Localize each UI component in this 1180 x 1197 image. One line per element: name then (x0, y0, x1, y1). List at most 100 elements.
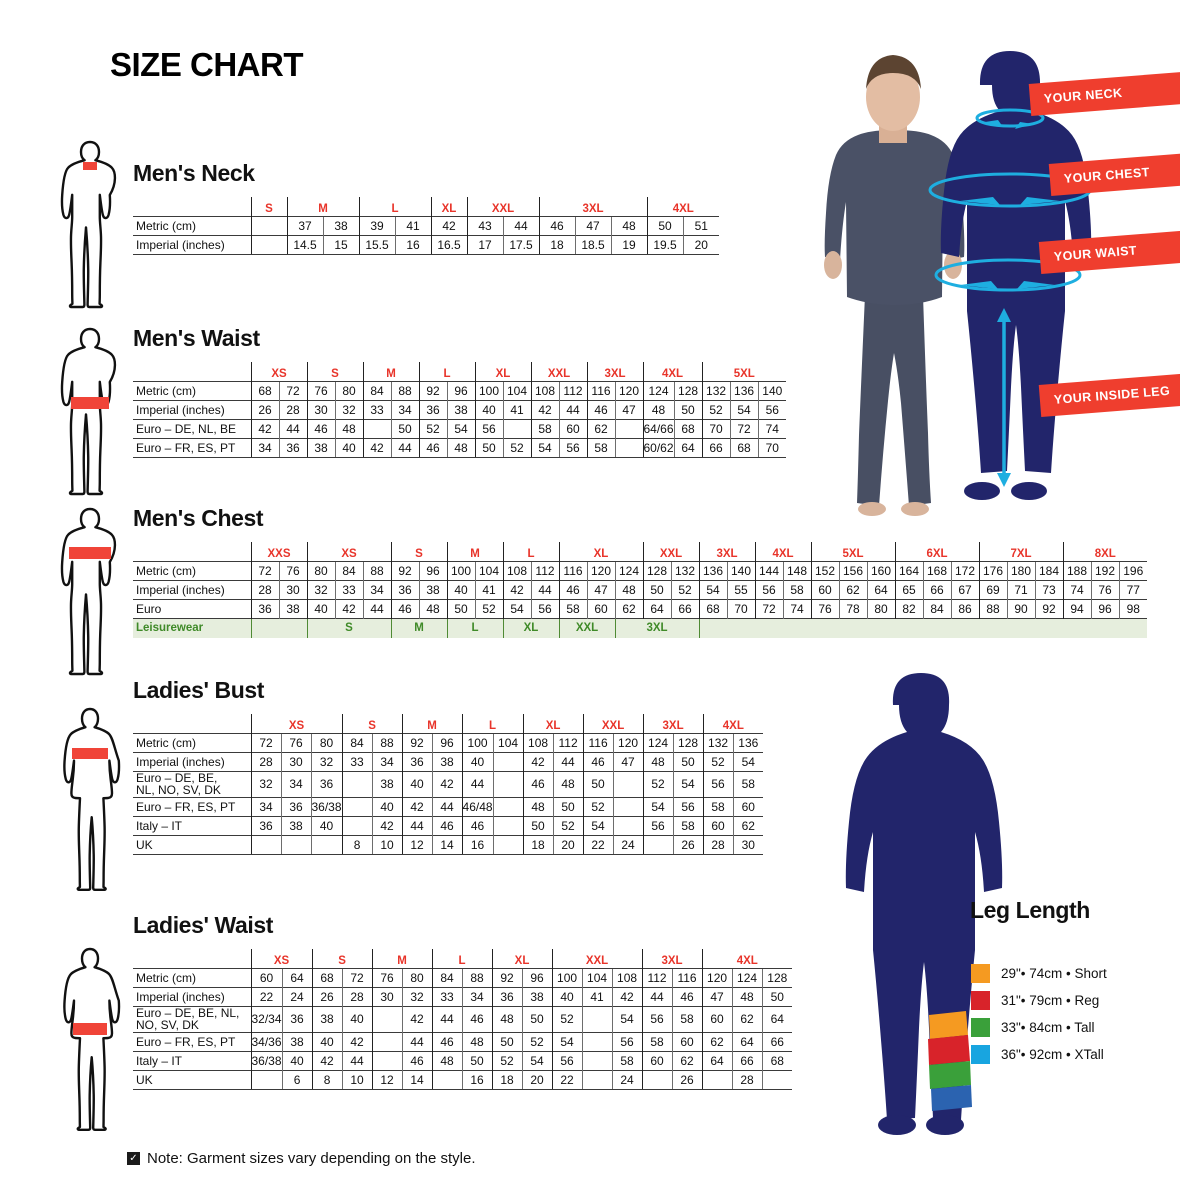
table-cell: 34 (371, 751, 403, 771)
table-cell: 47 (614, 399, 643, 419)
table-cell: 104 (474, 560, 503, 580)
table-cell: 128 (673, 380, 703, 400)
table-cell: 68 (673, 418, 703, 438)
size-table-mens-waist: XS S M L XL XXL 3XL 4XL 5XL Metric (cm) 68 72 76 80 84… (133, 362, 787, 458)
leisurewear-cell (698, 617, 1147, 638)
table-cell: 40 (371, 796, 403, 817)
table-cell: 38 (521, 986, 553, 1006)
table-cell (612, 770, 644, 798)
size-header-s: S (250, 197, 287, 216)
legend-swatch (971, 1045, 990, 1064)
table-cell: 56 (551, 1050, 583, 1071)
table-cell: 42 (502, 579, 531, 599)
size-header-l: L (418, 362, 475, 381)
legend-swatch (971, 991, 990, 1010)
table-cell: 44 (278, 418, 307, 438)
size-header-xs: XS (250, 714, 343, 733)
section-title-ladies-waist: Ladies' Waist (133, 912, 274, 938)
table-cell: 42 (371, 815, 403, 836)
table-cell: 164 (894, 560, 923, 580)
table-cell: 44 (552, 751, 584, 771)
table-cell: 44 (558, 399, 587, 419)
table-cell: 42 (334, 598, 363, 618)
size-table-ladies-waist: XS S M L XL XXL 3XL 4XL Metric (cm) 60 64 68 72 76 80 8… (133, 949, 793, 1090)
table-cell: 56 (672, 796, 704, 817)
table-cell: 68 (761, 1050, 793, 1071)
size-header-xxl: XXL (582, 714, 644, 733)
table-cell: 60 (701, 1005, 733, 1033)
table-cell (310, 834, 343, 855)
table-cell (581, 1005, 613, 1033)
table-cell: 34 (250, 437, 279, 458)
table-cell: 136 (729, 380, 759, 400)
size-header-l: L (431, 949, 493, 968)
table-cell: 33 (431, 986, 463, 1006)
table-cell: 50 (461, 1050, 493, 1071)
table-cell: 70 (726, 598, 755, 618)
row-label: Euro – DE, BE, NL, NO, SV, DK (133, 770, 251, 798)
row-label: Metric (cm) (133, 380, 251, 400)
table-cell: 47 (701, 986, 733, 1006)
table-cell: 52 (502, 437, 531, 458)
table-row: Metric (cm) 37 38 39 41 42 43 44 46 47 48 50 51 (133, 215, 719, 235)
table-cell: 77 (1118, 579, 1147, 599)
leisurewear-cell: XL (502, 617, 559, 638)
table-cell: 112 (558, 380, 587, 400)
table-cell: 132 (670, 560, 699, 580)
table-cell: 42 (611, 986, 643, 1006)
size-header-3xl: 3XL (586, 362, 643, 381)
table-cell: 52 (491, 1050, 523, 1071)
size-header-row: XS S M L XL XXL 3XL 4XL 5XL (133, 362, 787, 381)
table-row: UK 8 10 12 14 16 18 20 22 24 26 28 30 (133, 834, 764, 855)
table-cell: 42 (341, 1031, 373, 1052)
table-cell: 48 (614, 579, 643, 599)
table-cell: 56 (530, 598, 559, 618)
table-cell: 100 (446, 560, 475, 580)
table-row: Italy – IT 36 38 40 42 44 46 46 50 52 54 56 58 60 62 (133, 815, 764, 836)
table-cell: 33 (334, 579, 363, 599)
table-cell: 86 (950, 598, 979, 618)
table-cell: 72 (278, 380, 307, 400)
table-cell: 112 (552, 732, 584, 752)
table-cell: 50 (491, 1031, 523, 1052)
table-cell (250, 215, 287, 235)
table-cell: 92 (401, 732, 433, 752)
table-cell: 66 (922, 579, 951, 599)
table-cell: 50 (672, 751, 704, 771)
table-cell: 80 (334, 380, 363, 400)
table-cell: 18 (538, 234, 575, 255)
table-cell: 44 (341, 1050, 373, 1071)
size-header-4xl: 4XL (646, 197, 719, 216)
leg-length-silhouette (835, 665, 1005, 1155)
table-cell: 54 (582, 815, 614, 836)
table-cell: 14.5 (286, 234, 323, 255)
table-cell: 108 (611, 967, 643, 987)
table-cell: 40 (310, 815, 343, 836)
table-cell: 128 (642, 560, 671, 580)
table-cell: 48 (491, 1005, 523, 1033)
table-cell: 76 (1090, 579, 1119, 599)
table-cell: 18 (522, 834, 554, 855)
table-cell: 184 (1034, 560, 1063, 580)
row-label: Metric (cm) (133, 560, 251, 580)
table-cell: 52 (551, 1005, 583, 1033)
table-cell: 52 (552, 815, 584, 836)
table-cell: 73 (1034, 579, 1063, 599)
table-cell: 48 (610, 215, 647, 235)
table-cell: 58 (782, 579, 811, 599)
male-waist-silhouette (58, 325, 122, 520)
table-cell: 20 (552, 834, 584, 855)
table-cell: 100 (551, 967, 583, 987)
section-title-mens-neck: Men's Neck (133, 160, 255, 186)
table-cell: 124 (642, 732, 674, 752)
table-cell: 62 (586, 418, 615, 438)
table-cell: 172 (950, 560, 979, 580)
table-cell (250, 1069, 283, 1090)
table-cell: 55 (726, 579, 755, 599)
table-cell (492, 815, 524, 836)
row-label: Imperial (inches) (133, 986, 251, 1006)
table-cell: 54 (530, 437, 559, 458)
table-cell: 38 (280, 815, 311, 836)
footer-note: ✓ Note: Garment sizes vary depending on … (127, 1150, 476, 1167)
table-cell: 196 (1118, 560, 1147, 580)
